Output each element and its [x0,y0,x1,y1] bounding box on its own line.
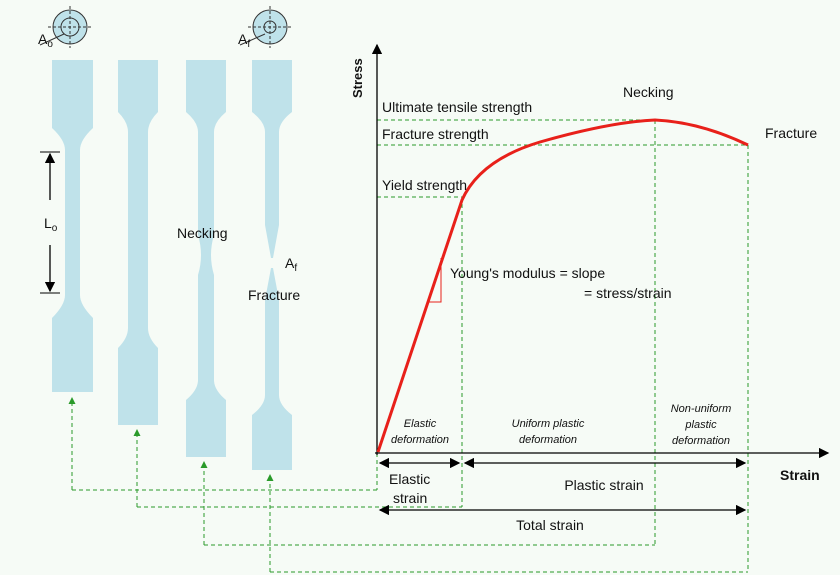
region-label: deformation [672,435,730,447]
region-label: Elastic [404,418,437,430]
specimen-1 [52,60,93,392]
x-axis-label: Strain [780,467,820,483]
final-area: Af [238,31,250,50]
slope-triangle [427,258,442,303]
gauge-length-label: Lo [44,215,58,234]
gauge-length [40,151,60,294]
region-label: plastic [684,419,717,431]
total-strain-label: Total strain [516,517,584,533]
fracture-area: Af [285,255,297,274]
yield-strength-label: Yield strength [382,177,467,193]
region-label: Uniform plastic [512,418,585,430]
region-label: Non-uniform [671,403,732,415]
plastic-strain-label: Plastic strain [564,477,643,493]
connectors [68,119,749,573]
fracture-point-label: Fracture [765,125,817,141]
elastic-strain-label: Elastic [389,471,430,487]
elastic-strain-label: strain [393,490,427,506]
specimens: Ao Af Lo Necking Af Fracture [38,6,300,470]
necking-point-label: Necking [623,84,674,100]
necking-label: Necking [177,225,228,241]
specimen-2 [118,60,158,425]
specimen-3 [186,60,226,457]
graph: Stress Strain Ultimate tensile strength … [350,43,830,533]
fracture-label: Fracture [248,287,300,303]
uts-label: Ultimate tensile strength [382,99,532,115]
specimen-4-bottom [252,268,292,470]
modulus-line-1: Young's modulus = slope [450,265,605,281]
cross-section-2 [239,6,292,48]
stress-strain-curve [376,118,749,453]
initial-area: Ao [38,31,53,50]
region-label: deformation [519,434,577,446]
modulus-line-2: = stress/strain [584,285,672,301]
y-axis-label: Stress [350,58,365,98]
region-label: deformation [391,434,449,446]
cross-section-1 [39,6,92,48]
fracture-strength-label: Fracture strength [382,126,489,142]
specimen-4-top [252,60,292,258]
